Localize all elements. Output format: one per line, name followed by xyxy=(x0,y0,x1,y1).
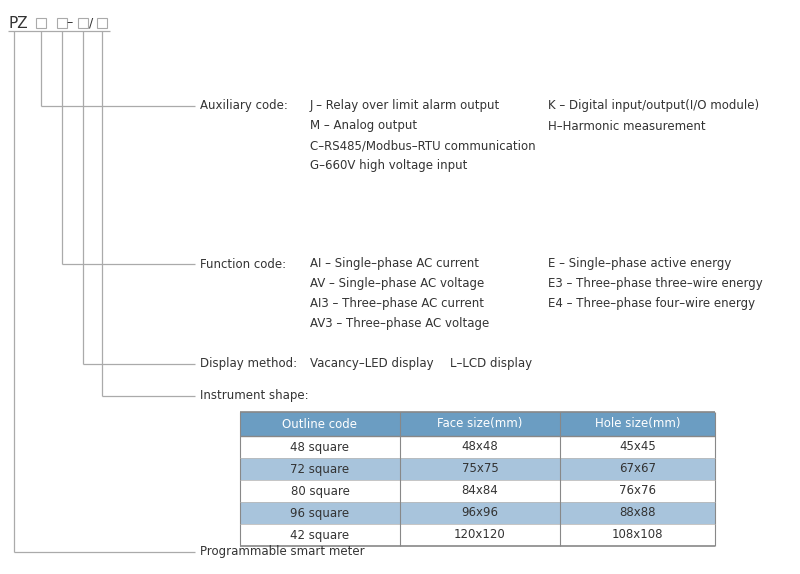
Text: C–RS485/Modbus–RTU communication: C–RS485/Modbus–RTU communication xyxy=(310,139,536,153)
Bar xyxy=(78,18,88,28)
Text: K – Digital input/output(I/O module): K – Digital input/output(I/O module) xyxy=(548,99,759,113)
Text: Function code:: Function code: xyxy=(200,258,286,270)
Text: G–660V high voltage input: G–660V high voltage input xyxy=(310,160,467,173)
Text: E – Single–phase active energy: E – Single–phase active energy xyxy=(548,258,731,270)
Text: AI – Single–phase AC current: AI – Single–phase AC current xyxy=(310,258,479,270)
Text: 96x96: 96x96 xyxy=(462,506,498,519)
Bar xyxy=(240,480,715,502)
Text: 108x108: 108x108 xyxy=(612,529,663,541)
Text: H–Harmonic measurement: H–Harmonic measurement xyxy=(548,119,706,133)
Text: Programmable smart meter: Programmable smart meter xyxy=(200,545,365,559)
Text: 76x76: 76x76 xyxy=(619,484,656,498)
Text: 88x88: 88x88 xyxy=(619,506,656,519)
Text: Hole size(mm): Hole size(mm) xyxy=(594,417,680,430)
Text: 48x48: 48x48 xyxy=(462,440,498,453)
Bar xyxy=(240,502,715,524)
Text: Outline code: Outline code xyxy=(282,417,358,430)
Text: M – Analog output: M – Analog output xyxy=(310,119,417,133)
Text: Face size(mm): Face size(mm) xyxy=(438,417,522,430)
Text: /: / xyxy=(89,17,93,29)
Text: 96 square: 96 square xyxy=(290,506,350,519)
Bar xyxy=(240,436,715,458)
Text: 120x120: 120x120 xyxy=(454,529,506,541)
Text: AI3 – Three–phase AC current: AI3 – Three–phase AC current xyxy=(310,297,484,311)
Text: 72 square: 72 square xyxy=(290,463,350,475)
Text: E4 – Three–phase four–wire energy: E4 – Three–phase four–wire energy xyxy=(548,297,755,311)
Text: AV – Single–phase AC voltage: AV – Single–phase AC voltage xyxy=(310,277,484,290)
Bar xyxy=(36,18,46,28)
Bar xyxy=(240,458,715,480)
Text: Instrument shape:: Instrument shape: xyxy=(200,390,309,402)
Text: 84x84: 84x84 xyxy=(462,484,498,498)
Bar xyxy=(240,412,715,436)
Text: J – Relay over limit alarm output: J – Relay over limit alarm output xyxy=(310,99,500,113)
Text: AV3 – Three–phase AC voltage: AV3 – Three–phase AC voltage xyxy=(310,317,490,331)
Text: 67x67: 67x67 xyxy=(619,463,656,475)
Text: 45x45: 45x45 xyxy=(619,440,656,453)
Bar xyxy=(240,524,715,546)
Text: 48 square: 48 square xyxy=(290,440,350,453)
Bar xyxy=(97,18,107,28)
Text: 42 square: 42 square xyxy=(290,529,350,541)
Text: Display method:: Display method: xyxy=(200,358,297,370)
Text: E3 – Three–phase three–wire energy: E3 – Three–phase three–wire energy xyxy=(548,277,762,290)
Text: PZ: PZ xyxy=(8,15,28,30)
Text: 80 square: 80 square xyxy=(290,484,350,498)
Text: 75x75: 75x75 xyxy=(462,463,498,475)
Text: L–LCD display: L–LCD display xyxy=(450,358,532,370)
Text: –: – xyxy=(67,17,73,29)
Text: Auxiliary code:: Auxiliary code: xyxy=(200,99,288,113)
Text: Vacancy–LED display: Vacancy–LED display xyxy=(310,358,434,370)
Bar xyxy=(57,18,67,28)
